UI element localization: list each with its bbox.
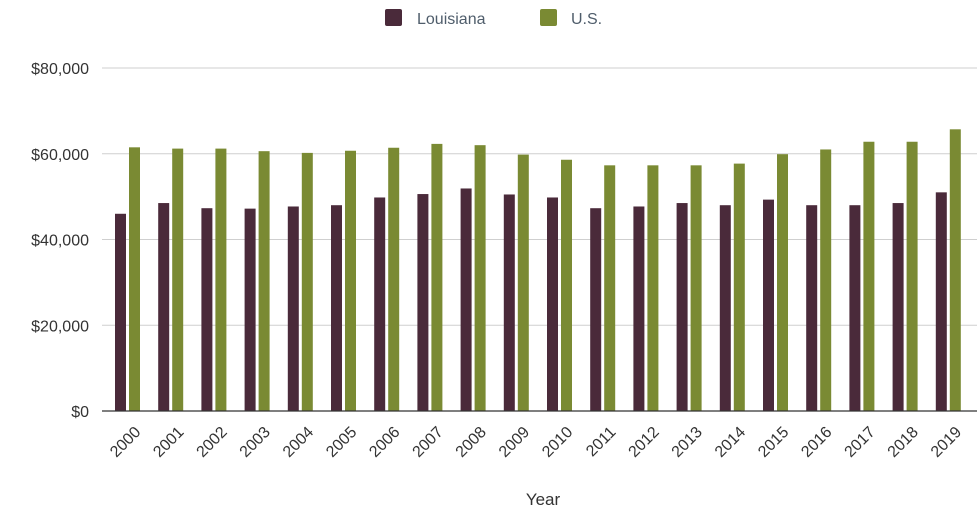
legend-label-us: U.S. — [571, 11, 602, 28]
bar-us-2006 — [388, 147, 400, 411]
bar-louisiana-2007 — [417, 194, 429, 411]
bar-us-2008 — [474, 145, 486, 412]
x-tick-label: 2002 — [194, 424, 231, 461]
bar-louisiana-2014 — [719, 205, 731, 411]
bar-louisiana-2012 — [633, 206, 645, 411]
bar-louisiana-2019 — [935, 192, 947, 411]
bar-louisiana-2004 — [287, 206, 299, 411]
bar-louisiana-2011 — [590, 208, 602, 411]
bar-us-2017 — [863, 141, 875, 411]
x-tick-label: 2006 — [366, 424, 403, 461]
bar-louisiana-2016 — [806, 205, 818, 411]
x-axis-title: Year — [526, 490, 561, 509]
bar-us-2011 — [604, 165, 616, 411]
bar-us-2005 — [345, 150, 356, 411]
bar-us-2003 — [258, 151, 270, 412]
y-tick-label: $20,000 — [31, 318, 89, 335]
bar-louisiana-2001 — [158, 203, 170, 411]
x-tick-label: 2017 — [842, 424, 879, 461]
x-tick-label: 2013 — [669, 424, 706, 461]
y-tick-label: $0 — [71, 404, 89, 421]
bar-us-2014 — [733, 163, 745, 411]
bar-louisiana-2003 — [244, 208, 256, 411]
x-tick-label: 2007 — [410, 424, 447, 461]
y-tick-label: $80,000 — [31, 61, 89, 78]
bar-us-2015 — [777, 154, 788, 411]
bar-louisiana-2008 — [460, 188, 472, 411]
bar-us-2019 — [949, 129, 961, 411]
bar-us-2002 — [215, 148, 227, 412]
bar-us-2010 — [561, 159, 572, 411]
legend-swatch-us — [540, 9, 557, 26]
y-tick-label: $40,000 — [31, 233, 89, 250]
x-tick-label: 2000 — [107, 424, 144, 461]
x-tick-label: 2009 — [496, 424, 533, 461]
x-tick-label: 2018 — [885, 424, 922, 461]
bar-louisiana-2006 — [374, 197, 386, 411]
bar-us-2001 — [172, 148, 184, 412]
x-tick-label: 2008 — [453, 424, 490, 461]
y-tick-label: $60,000 — [31, 147, 89, 164]
bar-louisiana-2000 — [115, 213, 126, 411]
bar-louisiana-2010 — [547, 197, 558, 411]
bar-louisiana-2017 — [849, 205, 861, 411]
x-tick-label: 2019 — [928, 424, 965, 461]
bar-us-2009 — [517, 154, 529, 412]
bar-louisiana-2002 — [201, 208, 213, 411]
x-tick-label: 2015 — [755, 424, 792, 461]
bar-us-2012 — [647, 165, 659, 411]
bar-us-2000 — [129, 147, 140, 411]
x-tick-label: 2003 — [237, 424, 274, 461]
x-tick-label: 2014 — [712, 424, 749, 461]
x-tick-label: 2010 — [539, 424, 576, 461]
x-tick-label: 2016 — [798, 424, 835, 461]
y-axis-ticks: $0 $20,000 $40,000 $60,000 $80,000 — [31, 61, 89, 421]
bar-us-2018 — [906, 141, 918, 411]
x-tick-label: 2001 — [150, 424, 187, 461]
legend-swatch-louisiana — [385, 9, 402, 26]
bar-louisiana-2009 — [503, 194, 515, 411]
bar-louisiana-2018 — [892, 203, 904, 411]
bar-louisiana-2005 — [331, 205, 342, 411]
bar-us-2016 — [820, 149, 832, 411]
x-axis-ticks: 2000 2001 2002 2003 2004 2005 2006 2007 2008 2009… — [107, 424, 965, 461]
x-tick-label: 2011 — [583, 424, 619, 460]
bars — [115, 129, 961, 412]
bar-us-2007 — [431, 143, 443, 412]
x-tick-label: 2012 — [626, 424, 663, 461]
bar-louisiana-2013 — [676, 203, 688, 411]
x-tick-label: 2004 — [280, 424, 317, 461]
bar-us-2004 — [301, 152, 313, 411]
bar-us-2013 — [690, 165, 702, 411]
legend: Louisiana U.S. — [385, 9, 602, 28]
x-tick-label: 2005 — [323, 424, 360, 461]
bar-louisiana-2015 — [763, 199, 774, 411]
legend-label-louisiana: Louisiana — [417, 11, 486, 28]
gridlines — [102, 67, 977, 412]
